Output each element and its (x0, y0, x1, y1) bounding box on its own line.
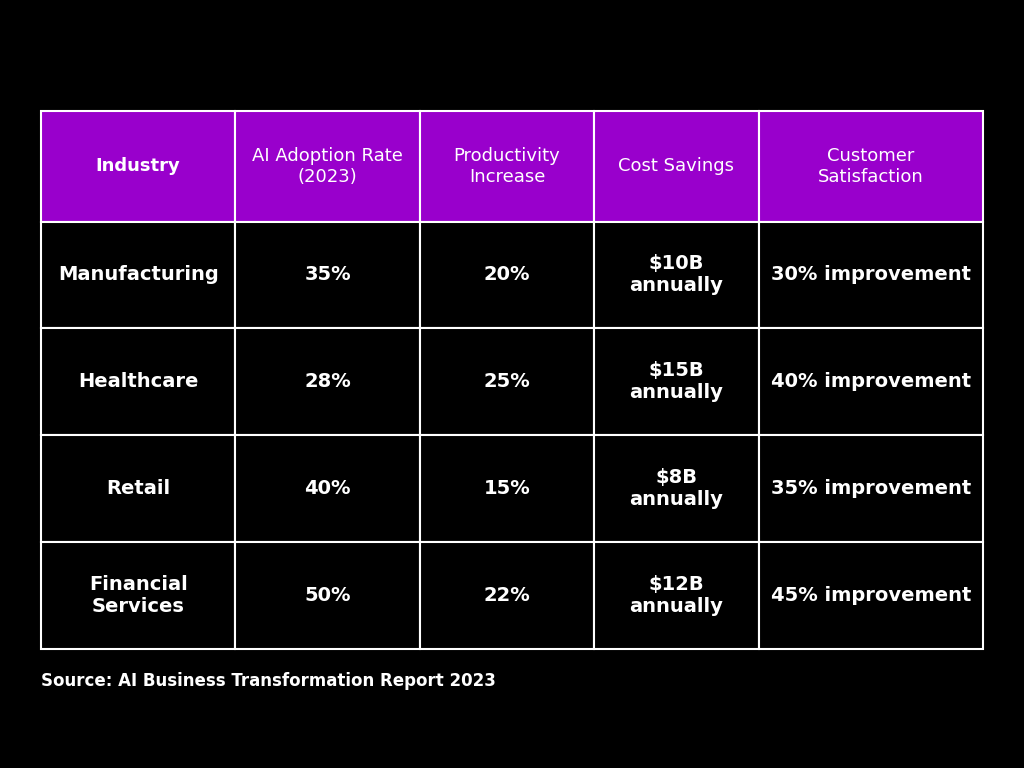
Bar (594, 542, 759, 649)
Bar (236, 329, 420, 435)
Bar (41, 111, 236, 221)
Text: AI Adoption Rate
(2023): AI Adoption Rate (2023) (252, 147, 403, 186)
Text: 50%: 50% (304, 586, 351, 605)
Text: 28%: 28% (304, 372, 351, 392)
Bar (420, 221, 594, 329)
Bar (41, 542, 236, 649)
Text: $10B
annually: $10B annually (630, 254, 723, 296)
Text: Healthcare: Healthcare (78, 372, 199, 392)
Bar (594, 329, 759, 435)
Bar (236, 221, 420, 329)
Bar (420, 111, 594, 221)
Bar (594, 435, 759, 542)
Bar (759, 542, 983, 649)
Text: Customer
Satisfaction: Customer Satisfaction (818, 147, 924, 186)
Bar (594, 111, 759, 221)
Text: Financial
Services: Financial Services (89, 575, 187, 616)
Text: 25%: 25% (483, 372, 530, 392)
Text: Productivity
Increase: Productivity Increase (454, 147, 560, 186)
Text: 45% improvement: 45% improvement (771, 586, 971, 605)
Bar (236, 435, 420, 542)
Text: 22%: 22% (483, 586, 530, 605)
Text: Source: AI Business Transformation Report 2023: Source: AI Business Transformation Repor… (41, 672, 496, 690)
Text: Industry: Industry (96, 157, 180, 175)
Bar (236, 542, 420, 649)
Text: 40% improvement: 40% improvement (771, 372, 971, 392)
Bar (41, 329, 236, 435)
Bar (420, 329, 594, 435)
Text: $12B
annually: $12B annually (630, 575, 723, 616)
Bar (420, 435, 594, 542)
Text: 15%: 15% (483, 479, 530, 498)
Text: 30% improvement: 30% improvement (771, 266, 971, 284)
Bar (236, 111, 420, 221)
Bar (759, 435, 983, 542)
Bar (759, 329, 983, 435)
Text: Manufacturing: Manufacturing (57, 266, 218, 284)
Bar (759, 221, 983, 329)
Text: 40%: 40% (304, 479, 351, 498)
Bar (759, 111, 983, 221)
Text: $8B
annually: $8B annually (630, 468, 723, 509)
Text: 35%: 35% (304, 266, 351, 284)
Text: Cost Savings: Cost Savings (618, 157, 734, 175)
Bar (41, 221, 236, 329)
Bar (420, 542, 594, 649)
Text: Retail: Retail (106, 479, 170, 498)
Text: 20%: 20% (483, 266, 530, 284)
Bar (594, 221, 759, 329)
Bar (41, 435, 236, 542)
Text: $15B
annually: $15B annually (630, 361, 723, 402)
Text: 35% improvement: 35% improvement (771, 479, 971, 498)
